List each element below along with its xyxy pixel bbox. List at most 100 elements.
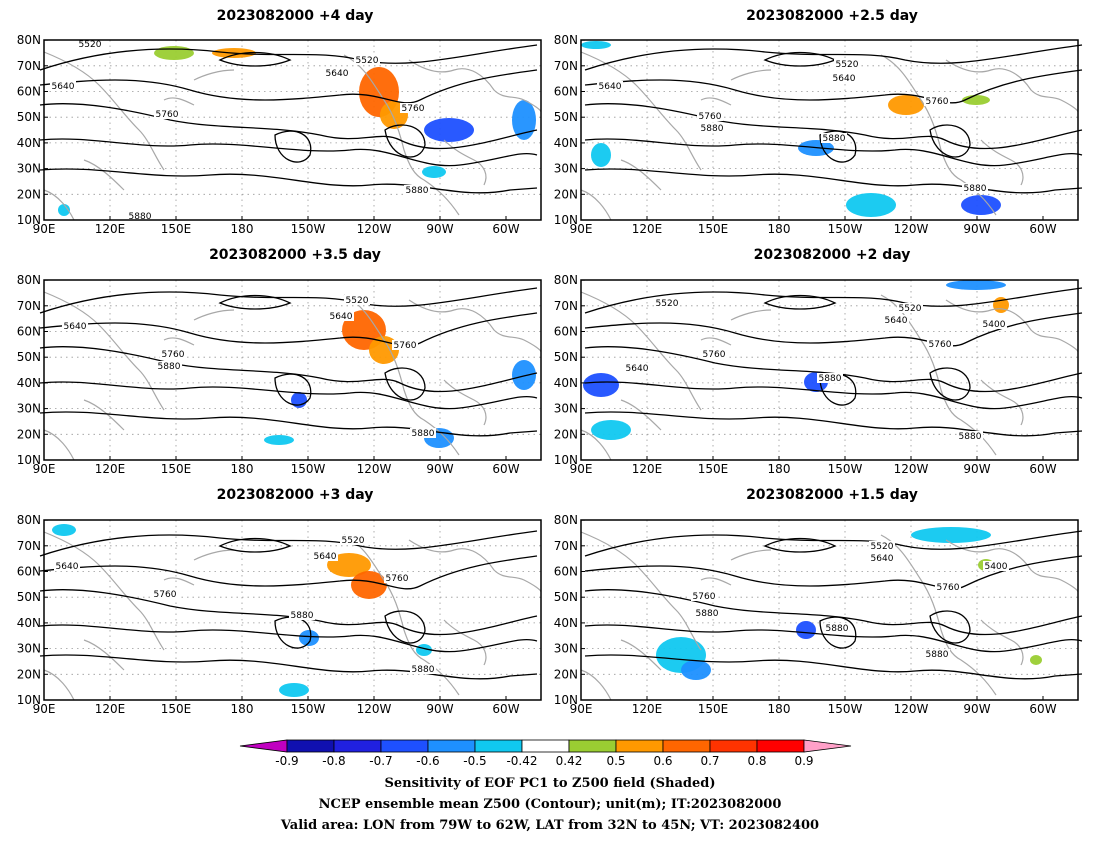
contour-label: 5880 [412,429,435,439]
colorbar-label: -0.42 [506,754,537,768]
coastline [580,51,702,221]
lat-tick-label: 60N [554,85,578,99]
z500-contour-line [819,130,857,163]
contour-label-bg [384,573,410,583]
coastline [880,294,997,456]
z500-contours [584,44,1083,194]
contour-label-bg [701,349,727,359]
z500-contour-line [584,530,1083,557]
colorbar-segment [286,739,335,753]
lat-tick-label: 50N [554,590,578,604]
coastline [980,139,1024,186]
lon-tick-label: 90W [963,222,990,236]
lat-tick-label: 70N [554,539,578,553]
contour-label-bg [699,123,725,133]
coastline [43,51,165,221]
contour-label: 5760 [154,590,177,600]
lon-tick-label: 150E [698,702,729,716]
contour-label: 5880 [291,611,314,621]
lat-tick-label: 30N [17,162,41,176]
lon-tick-label: 180 [231,702,254,716]
coastline [945,539,1079,593]
sensitivity-shading [911,527,991,543]
contour-label: 5640 [885,316,908,326]
colorbar-label: -0.8 [322,754,345,768]
contour-label-bg [869,541,895,551]
z500-contour-line [39,654,538,680]
contour-label-bg [410,664,436,674]
z500-contour-line [218,537,292,553]
contour-label: 5760 [394,341,417,351]
lat-tick-label: 10N [554,213,578,227]
contour-label-bg [817,373,843,383]
sensitivity-shading [583,373,619,397]
lat-tick-label: 80N [17,273,41,287]
lat-tick-label: 50N [554,110,578,124]
z500-contour-line [39,381,538,410]
lon-tick-label: 120W [894,702,929,716]
contour-label: 5640 [871,554,894,564]
z500-contour-line [584,624,1083,653]
lon-tick-label: 90W [426,462,453,476]
contour-label-bg [328,311,354,321]
lon-tick-label: 120E [632,222,663,236]
colorbar-label: 0.5 [606,754,625,768]
z500-contour-line [39,287,538,314]
z500-contour-line [39,168,538,194]
z500-contour-line [39,555,538,590]
contour-label: 5760 [162,350,185,360]
contour-label-bg [62,321,88,331]
contour-label: 5640 [64,322,87,332]
lon-tick-label: 90W [963,702,990,716]
coastline [408,299,542,353]
contour-label-bg [54,561,80,571]
z500-contour-line [218,51,292,67]
lon-tick-label: 150E [698,222,729,236]
coastline [443,379,487,426]
sensitivity-shading [961,195,1001,215]
map-panel-2: 5640 5520 5640 5760 5880 5760 5880 5880 90E 120E 1… [554,33,1083,236]
lon-tick-label: 60W [1029,702,1056,716]
lon-tick-label: 150W [291,462,326,476]
sensitivity-shading [512,360,536,390]
contour-label-bg [312,551,338,561]
contour-label-bg [831,73,857,83]
lat-tick-label: 20N [554,187,578,201]
lon-tick-label: 120W [357,222,392,236]
lat-tick-label: 60N [17,85,41,99]
lon-tick-label: 180 [231,222,254,236]
contour-label-bg [654,298,680,308]
z500-contour-line [39,69,538,104]
contour-label: 5640 [833,74,856,84]
lat-tick-label: 40N [17,136,41,150]
coastline [43,531,165,701]
z500-contour-line [819,616,857,649]
lon-tick-label: 90E [33,462,56,476]
lat-tick-label: 10N [554,453,578,467]
contour-label: 5640 [326,69,349,79]
sensitivity-shading [291,392,307,408]
contour-label: 5400 [985,562,1008,572]
contour-label-bg [981,319,1007,329]
sensitivity-shading [581,41,611,49]
colorbar-segment [521,739,570,753]
z500-contours [584,530,1083,680]
contour-label: 5520 [356,56,379,66]
lat-tick-label: 40N [17,376,41,390]
contour-label: 5880 [129,212,152,222]
sensitivity-shading [264,435,294,445]
contour-label: 5880 [826,624,849,634]
lon-tick-label: 90E [570,702,593,716]
colorbar-label: 0.9 [794,754,813,768]
contour-label: 5880 [819,374,842,384]
sensitivity-shading [946,280,1006,290]
contour-label: 5880 [406,186,429,196]
caption-line-1: Sensitivity of EOF PC1 to Z500 field (Sh… [384,776,716,791]
lon-tick-label: 90W [963,462,990,476]
contour-label: 5520 [871,542,894,552]
lon-tick-label: 180 [768,702,791,716]
colorbar-min-arrow [239,739,288,753]
contour-label-bg [289,610,315,620]
map-panel-1: 5520 5640 5640 5520 5760 5760 5880 5880 90E 120E 1… [17,33,542,236]
colorbar-segment [427,739,476,753]
